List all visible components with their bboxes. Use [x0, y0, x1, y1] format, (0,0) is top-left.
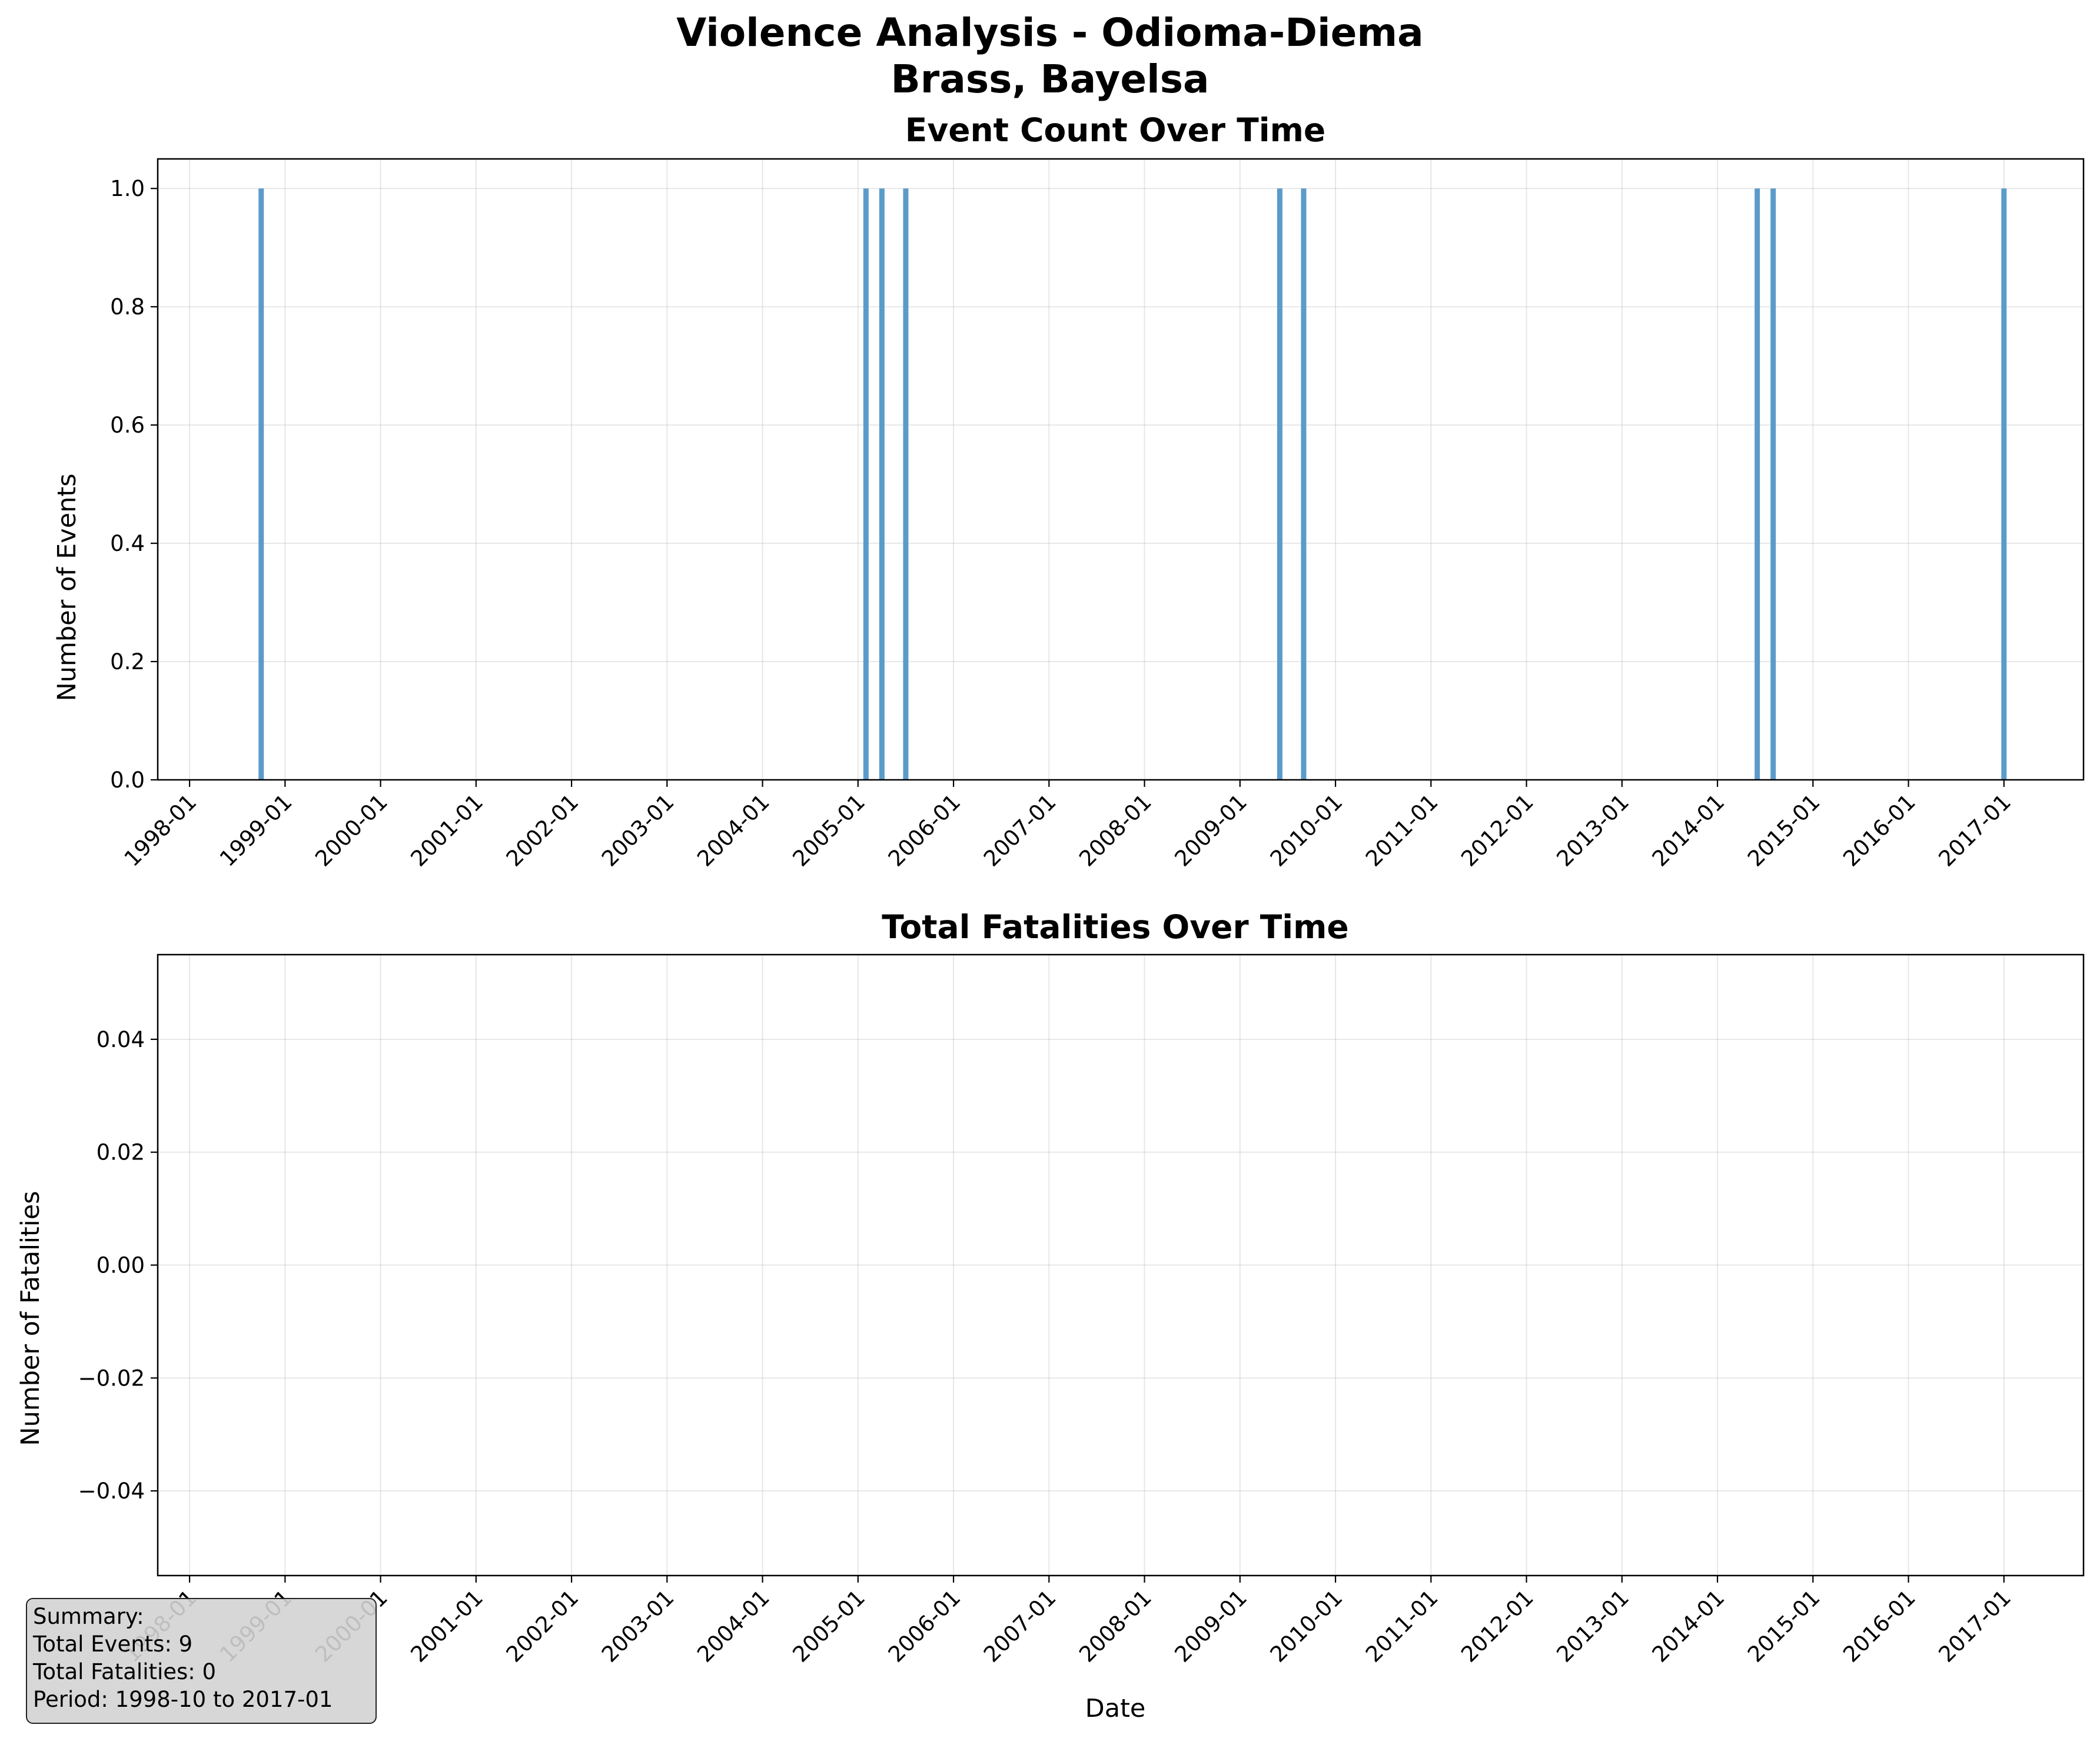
x-tick-label: 2014-01	[1647, 1585, 1730, 1667]
event-bar	[863, 188, 869, 780]
y-tick-label: 0.8	[110, 294, 145, 320]
x-tick-label: 2008-01	[1074, 1585, 1157, 1667]
x-tick-label: 2009-01	[1169, 789, 1252, 872]
y-tick-label: 1.0	[110, 176, 145, 201]
x-tick-label: 2012-01	[1456, 1585, 1539, 1667]
fatalities-title: Total Fatalities Over Time	[882, 908, 1348, 946]
y-tick-label: 0.02	[97, 1140, 145, 1165]
event-count-title: Event Count Over Time	[905, 111, 1325, 149]
y-tick-label: −0.02	[78, 1365, 145, 1391]
x-tick-label: 2003-01	[597, 789, 679, 872]
x-tick-label: 2013-01	[1551, 789, 1634, 872]
x-tick-label: 2017-01	[1933, 789, 2016, 872]
summary-box: Summary: Total Events: 9 Total Fatalitie…	[26, 1598, 377, 1724]
x-tick-label: 2001-01	[406, 1585, 488, 1667]
x-tick-label: 2011-01	[1361, 789, 1443, 872]
y-tick-label: 0.4	[110, 531, 145, 556]
fatalities-axes: 1998-011999-012000-012001-012002-012003-…	[78, 953, 2085, 1667]
x-tick-label: 1999-01	[215, 789, 297, 872]
x-tick-label: 2006-01	[883, 1585, 966, 1667]
x-tick-label: 2006-01	[883, 789, 966, 872]
x-tick-label: 2009-01	[1169, 1585, 1252, 1667]
x-tick-label: 2001-01	[406, 789, 488, 872]
x-tick-label: 2010-01	[1265, 1585, 1348, 1667]
x-tick-label: 2004-01	[692, 1585, 775, 1667]
x-tick-label: 2007-01	[979, 789, 1061, 872]
x-tick-label: 2002-01	[501, 1585, 584, 1667]
x-tick-label: 2005-01	[788, 1585, 870, 1667]
fatalities-grid	[158, 955, 2084, 1576]
x-tick-label: 2002-01	[501, 789, 584, 872]
event-bar	[1301, 188, 1307, 780]
y-tick-label: 0.0	[110, 767, 145, 793]
axes-frame	[157, 158, 2085, 781]
event-bar	[1277, 188, 1282, 780]
y-tick-label: 0.6	[110, 413, 145, 438]
x-tick-label: 2015-01	[1743, 789, 1825, 872]
event-count-bars	[258, 188, 2007, 780]
x-tick-label: 2003-01	[597, 1585, 679, 1667]
event-bar	[1770, 188, 1776, 780]
summary-total-events: Total Events: 9	[33, 1631, 193, 1657]
event-count-grid	[158, 159, 2084, 780]
x-tick-label: 2015-01	[1743, 1585, 1825, 1667]
x-tick-label: 2007-01	[979, 1585, 1061, 1667]
y-tick-label: 0.00	[97, 1253, 145, 1278]
x-tick-label: 2016-01	[1838, 1585, 1920, 1667]
x-tick-label: 2013-01	[1551, 1585, 1634, 1667]
figure-title-line1: Violence Analysis - Odioma-Diema	[676, 10, 1423, 55]
x-tick-label: 2000-01	[310, 789, 393, 872]
y-tick-label: 0.04	[97, 1027, 145, 1052]
x-tick-label: 2012-01	[1456, 789, 1539, 872]
x-tick-label: 2011-01	[1361, 1585, 1443, 1667]
x-tick-label: 2005-01	[788, 789, 870, 872]
fatalities-xlabel: Date	[1085, 1694, 1146, 1723]
x-tick-label: 2017-01	[1933, 1585, 2016, 1667]
event-count-ylabel: Number of Events	[52, 473, 82, 701]
axes-frame	[157, 953, 2085, 1577]
event-bar	[1755, 188, 1760, 780]
event-count-axes: 1998-01 1999-01 2000-01 2001-01 2002-01 2003-…	[110, 158, 2085, 872]
x-tick-label: 2008-01	[1074, 789, 1157, 872]
event-bar	[903, 188, 909, 780]
event-bar	[2001, 188, 2007, 780]
summary-total-fatalities: Total Fatalities: 0	[33, 1659, 217, 1684]
event-count-panel: Event Count Over Time 1998-01 1999-01 2000…	[52, 111, 2085, 872]
y-tick-label: −0.04	[78, 1478, 145, 1504]
event-bar	[258, 188, 264, 780]
x-tick-label: 2004-01	[692, 789, 775, 872]
x-tick-label: 2010-01	[1265, 789, 1348, 872]
summary-heading: Summary:	[33, 1604, 144, 1629]
fatalities-ylabel: Number of Fatalities	[16, 1191, 45, 1445]
x-tick-label: 1998-01	[119, 789, 202, 872]
x-tick-label: 2016-01	[1838, 789, 1920, 872]
event-bar	[879, 188, 885, 780]
x-tick-label: 2014-01	[1647, 789, 1730, 872]
figure-title-line2: Brass, Bayelsa	[890, 57, 1209, 102]
summary-period: Period: 1998-10 to 2017-01	[33, 1687, 333, 1712]
y-tick-label: 0.2	[110, 649, 145, 674]
